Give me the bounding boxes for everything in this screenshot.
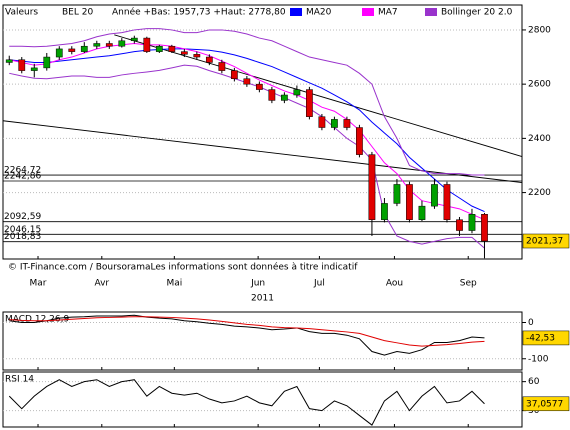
y-tick-label: 2800 <box>528 25 551 35</box>
candle-body <box>105 43 113 47</box>
series-line <box>9 316 485 347</box>
series-line <box>9 314 485 356</box>
level-label: 2242,86 <box>4 171 41 181</box>
series-line <box>9 48 485 213</box>
trendline <box>114 34 523 157</box>
series-line <box>8 379 485 426</box>
candle-body <box>255 83 263 90</box>
candle-body <box>93 43 101 47</box>
candle-body <box>218 62 226 71</box>
candle-body <box>356 127 363 155</box>
y-tick-label: 60 <box>528 377 540 387</box>
candle-body <box>318 116 326 128</box>
legend-swatch <box>362 8 374 16</box>
candle-body <box>406 184 413 220</box>
x-tick-label: Sep <box>460 279 477 289</box>
last-value-label: -42,53 <box>526 333 555 343</box>
candle-body <box>193 54 201 58</box>
candle-body <box>168 45 176 52</box>
candle-body <box>130 37 138 42</box>
last-value-box <box>522 330 570 346</box>
candle-body <box>30 67 38 71</box>
header-range: Année +Bas: 1957,73 +Haut: 2778,80 <box>112 7 286 18</box>
y-tick-label: 2200 <box>528 188 551 198</box>
trendline <box>2 120 523 184</box>
legend-label: MA20 <box>306 8 332 18</box>
candle-body <box>281 94 288 101</box>
panel-frame <box>2 371 523 428</box>
candle-body <box>68 48 76 52</box>
legend-swatch <box>425 8 437 16</box>
candle-body <box>393 184 401 204</box>
candle-body <box>230 70 238 79</box>
header-label: Valeurs <box>5 8 38 18</box>
y-tick-label: -100 <box>528 354 549 364</box>
candle-body <box>243 78 251 85</box>
header-symbol: BEL 20 <box>62 8 93 18</box>
candle-body <box>268 89 276 101</box>
footer: © IT-Finance.com / BoursoramaLes informa… <box>8 262 358 273</box>
last-value-label: 37,0577 <box>526 399 563 409</box>
x-tick-label: Avr <box>94 279 109 289</box>
x-tick-label: Jun <box>250 279 265 289</box>
x-tick-label: Aou <box>386 279 403 289</box>
y-tick-label: 2600 <box>528 80 551 90</box>
candle-body <box>293 89 301 96</box>
y-tick-label: 2400 <box>528 134 551 144</box>
candle-body <box>456 219 463 231</box>
level-label: 2092,59 <box>4 212 41 222</box>
level-label: 2046,15 <box>4 225 41 235</box>
legend-swatch <box>290 8 302 16</box>
candle-body <box>5 59 13 63</box>
series-line <box>9 42 485 221</box>
x-tick-label: Mai <box>166 279 182 289</box>
candle-body <box>118 40 126 47</box>
y-tick-label: 0 <box>528 318 534 328</box>
candle-body <box>331 119 338 128</box>
panel-frame <box>2 311 523 371</box>
level-label: 2018,83 <box>4 232 41 242</box>
x-tick-label: Mar <box>30 279 47 289</box>
legend-label: MA7 <box>378 8 398 18</box>
candle-body <box>205 56 213 63</box>
candle-body <box>343 119 351 128</box>
candle-body <box>155 45 163 52</box>
last-value-box <box>522 396 570 412</box>
series-line <box>9 28 485 176</box>
candle-body <box>443 184 451 220</box>
panel-title: MACD 12,26,9 <box>5 315 69 325</box>
x-tick-label: Jul <box>313 279 325 289</box>
candle-body <box>468 214 476 231</box>
legend-label: Bollinger 20 2.0 <box>441 8 513 18</box>
candle-body <box>55 48 63 58</box>
panel-title: RSI 14 <box>5 375 34 385</box>
candle-body <box>80 45 88 52</box>
candle-body <box>418 205 426 220</box>
candle-body <box>180 51 188 55</box>
last-value-box <box>522 233 570 249</box>
candle-body <box>143 37 151 52</box>
candle-body <box>381 203 388 220</box>
candle-body <box>368 154 376 220</box>
candle-body <box>431 184 438 207</box>
y-tick-label: 30 <box>528 406 540 416</box>
level-label: 2264,72 <box>4 166 41 176</box>
candle-body <box>481 214 488 242</box>
x-axis-label: 2011 <box>251 294 274 304</box>
candle-body <box>43 56 51 69</box>
candle-body <box>18 59 26 71</box>
candle-body <box>306 89 313 117</box>
last-value-label: 2021,37 <box>526 237 563 247</box>
panel-frame <box>2 4 523 260</box>
